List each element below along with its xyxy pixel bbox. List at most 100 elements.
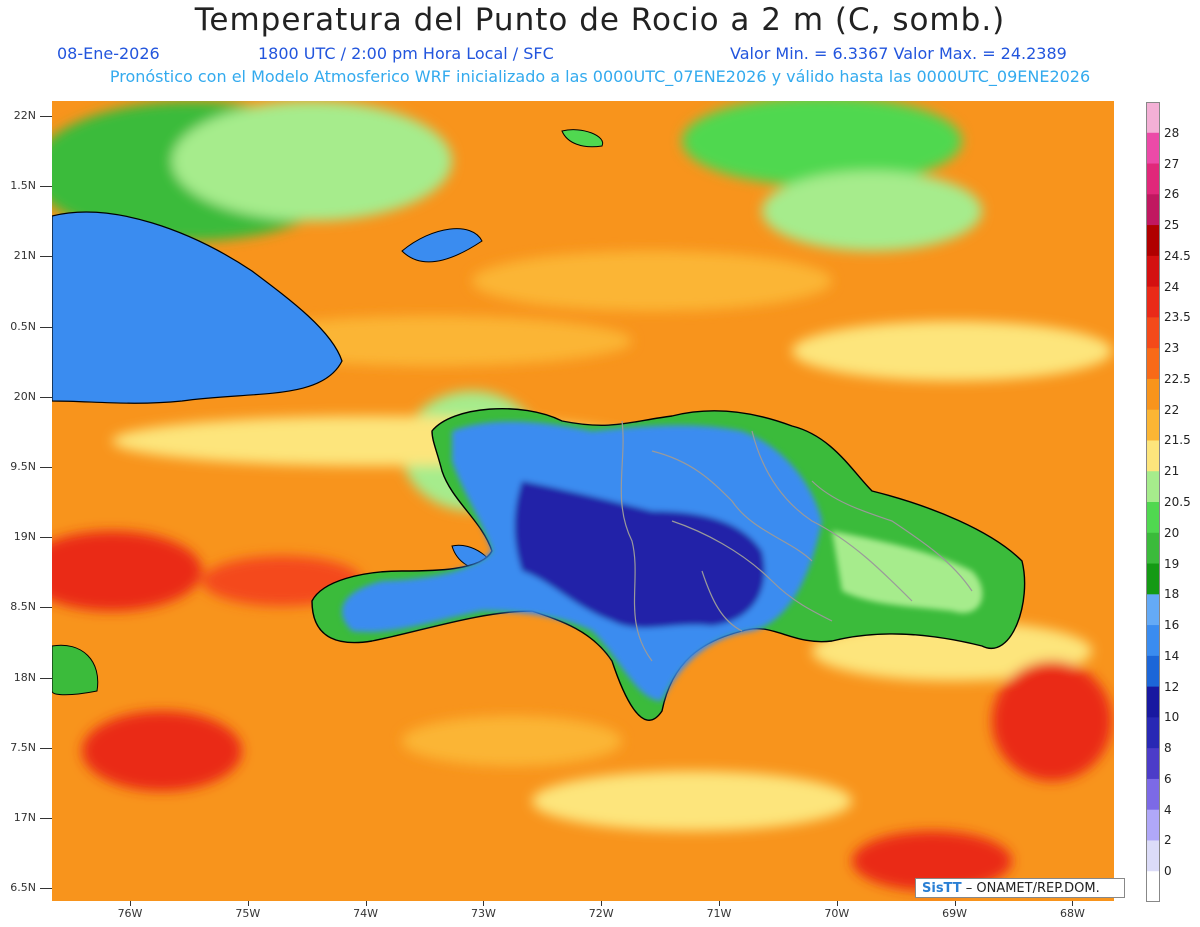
colorbar-label: 23 [1164, 341, 1180, 356]
colorbar-label: 14 [1164, 648, 1180, 663]
colorbar-segment [1146, 102, 1160, 134]
colorbar-segment [1146, 625, 1160, 657]
longitude-tick [130, 901, 131, 906]
colorbar-segment [1146, 502, 1160, 534]
colorbar-label: 22.5 [1164, 371, 1191, 386]
colorbar-label: 20.5 [1164, 495, 1191, 509]
latitude-label: 0.5N [10, 319, 36, 333]
colorbar-label: 25 [1164, 218, 1180, 233]
longitude-tick [1072, 901, 1074, 906]
longitude-label: 69W [942, 907, 968, 920]
colorbar-label: 24 [1164, 279, 1180, 294]
colorbar-label: 24.5 [1164, 248, 1191, 263]
longitude-label: 72W [588, 907, 614, 920]
latitude-tick [40, 256, 52, 258]
latitude-label: 7.5N [10, 740, 36, 754]
longitude-tick [836, 901, 838, 906]
colorbar-segment [1146, 348, 1160, 380]
colorbar-segment [1146, 840, 1160, 872]
latitude-label: 20N [13, 389, 36, 403]
colorbar-label: 19 [1164, 556, 1180, 571]
latitude-tick [40, 607, 52, 609]
colorbar-segment [1146, 194, 1160, 226]
colorbar-label: 26 [1164, 187, 1180, 202]
colorbar-segment [1146, 809, 1160, 841]
map-title: Temperatura del Punto de Rocio a 2 m (C,… [194, 2, 1006, 38]
longitude-tick [601, 901, 603, 906]
colorbar-label: 21.5 [1164, 433, 1191, 448]
longitude-tick [954, 901, 956, 906]
colorbar-segment [1146, 225, 1160, 257]
hispaniola-deep-zone [514, 481, 765, 628]
colorbar-label: 2 [1164, 833, 1172, 848]
colorbar-segment [1146, 594, 1160, 626]
colorbar-segment [1146, 717, 1160, 749]
credit-org: – ONAMET/REP.DOM. [961, 881, 1100, 896]
colorbar-segment [1146, 378, 1160, 411]
latitude-tick [40, 396, 52, 398]
colorbar-label: 4 [1164, 802, 1172, 817]
colorbar-segment [1146, 532, 1160, 565]
longitude-label: 75W [235, 907, 261, 920]
latitude-tick [40, 677, 52, 679]
latitude-label: 9.5N [10, 460, 36, 473]
colorbar-label: 10 [1164, 710, 1180, 725]
cuba-landmass [52, 211, 343, 404]
colorbar-label: 21 [1164, 464, 1180, 479]
bahamas-island [401, 228, 483, 263]
colorbar-label: 18 [1164, 587, 1180, 602]
longitude-tick [365, 901, 367, 906]
colorbar-segment [1146, 655, 1160, 688]
latitude-label: 19N [13, 530, 36, 544]
colorbar-segment [1146, 778, 1160, 811]
colorbar-segment [1146, 409, 1160, 441]
latitude-tick [40, 186, 52, 188]
credit-badge: SisTT – ONAMET/REP.DOM. [915, 878, 1125, 898]
colorbar-segment [1146, 471, 1160, 503]
latitude-label: 8.5N [10, 600, 36, 614]
colorbar [1146, 102, 1160, 902]
forecast-time: 1800 UTC / 2:00 pm Hora Local / SFC [258, 44, 554, 63]
colorbar-segment [1146, 317, 1160, 349]
colorbar-segment [1146, 563, 1160, 595]
latitude-tick [40, 537, 52, 539]
longitude-label: 74W [353, 907, 379, 920]
colorbar-segment [1146, 286, 1160, 318]
colorbar-segment [1146, 871, 1160, 902]
latitude-label: 22N [13, 109, 36, 122]
longitude-label: 76W [117, 907, 143, 920]
colorbar-label: 16 [1164, 618, 1180, 633]
latitude-tick [40, 747, 52, 749]
colorbar-label: 0 [1164, 864, 1172, 879]
colorbar-outline [1146, 102, 1160, 902]
latitude-tick [40, 116, 52, 117]
jamaica-landmass [52, 644, 99, 696]
latitude-label: 6.5N [10, 881, 36, 895]
latitude-label: 1.5N [10, 179, 36, 193]
colorbar-segment [1146, 255, 1160, 288]
model-info: Pronóstico con el Modelo Atmosferico WRF… [109, 67, 1091, 86]
latitude-label: 21N [13, 249, 36, 263]
latitude-label: 18N [13, 670, 36, 684]
longitude-label: 70W [824, 907, 850, 920]
latitude-tick [40, 888, 52, 890]
colorbar-label: 20 [1164, 525, 1180, 540]
colorbar-label: 27 [1164, 156, 1180, 171]
colorbar-label: 8 [1164, 741, 1172, 756]
longitude-tick [483, 901, 485, 906]
dewpoint-map [52, 101, 1114, 901]
longitude-label: 73W [470, 907, 496, 920]
colorbar-segment [1146, 686, 1160, 718]
longitude-label: 68W [1059, 907, 1085, 920]
colorbar-label: 28 [1164, 125, 1180, 140]
longitude-tick [247, 901, 249, 906]
colorbar-label: 23.5 [1164, 310, 1191, 325]
latitude-label: 17N [13, 811, 36, 824]
colorbar-segment [1146, 163, 1160, 195]
longitude-label: 71W [706, 907, 732, 920]
longitude-tick [719, 901, 720, 906]
colorbar-label: 22 [1164, 402, 1180, 417]
colorbar-label: 12 [1164, 679, 1180, 694]
forecast-date: 08-Ene-2026 [57, 44, 160, 63]
colorbar-segment [1146, 440, 1160, 472]
